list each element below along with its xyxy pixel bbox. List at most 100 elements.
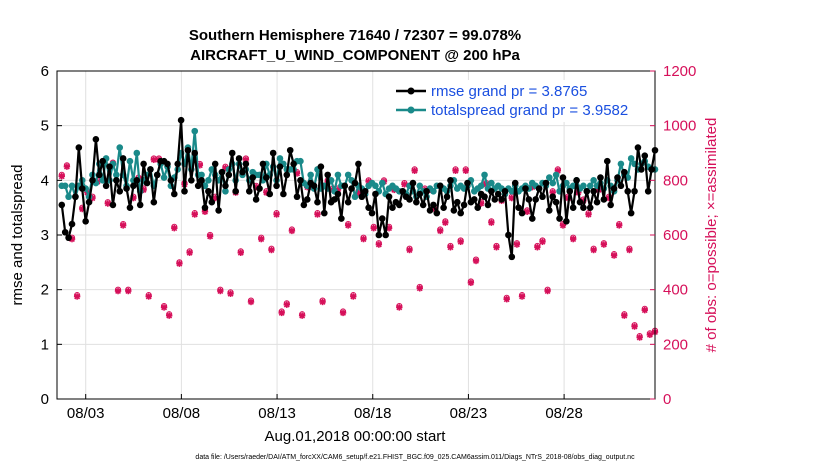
- rmse-point: [269, 149, 277, 157]
- y2-tick-label: 1200: [663, 63, 696, 80]
- x-tick-label: 08/13: [258, 405, 296, 422]
- obs-assimilated-point: [344, 222, 352, 229]
- totalspread-point: [334, 171, 342, 179]
- obs-assimilated-point: [513, 241, 521, 248]
- obs-assimilated-point: [544, 287, 551, 295]
- obs-assimilated-point: [462, 167, 469, 174]
- chart-title-line2: AIRCRAFT_U_WIND_COMPONENT @ 200 hPa: [190, 47, 520, 64]
- obs-assimilated-point: [114, 287, 122, 295]
- rmse-point: [498, 196, 505, 203]
- rmse-point: [239, 168, 246, 176]
- rmse-point: [621, 168, 628, 176]
- rmse-point: [542, 179, 550, 187]
- chart-title-line1: Southern Hemisphere 71640 / 72307 = 99.0…: [189, 27, 521, 44]
- totalspread-point: [160, 174, 168, 181]
- rmse-point: [508, 253, 516, 261]
- rmse-point: [300, 201, 308, 209]
- obs-assimilated-point: [283, 301, 290, 308]
- rmse-point: [95, 171, 103, 179]
- obs-assimilated-point: [600, 241, 608, 248]
- rmse-point: [590, 187, 597, 195]
- totalspread-point: [68, 182, 76, 190]
- legend-box: [390, 80, 646, 122]
- totalspread-point: [552, 171, 560, 179]
- rmse-point: [515, 204, 522, 211]
- rmse-point: [150, 198, 158, 206]
- totalspread-point: [586, 182, 594, 190]
- rmse-point: [474, 204, 482, 211]
- rmse-point: [368, 209, 376, 217]
- obs-assimilated-point: [258, 235, 265, 243]
- rmse-point: [494, 190, 502, 198]
- rmse-point: [528, 215, 536, 222]
- totalspread-point: [307, 171, 314, 179]
- obs-assimilated-point: [288, 227, 296, 235]
- obs-assimilated-point: [171, 224, 178, 232]
- rmse-point: [303, 196, 311, 203]
- rmse-point: [648, 166, 655, 173]
- rmse-point: [535, 185, 543, 192]
- y-axis-label: rmse and totalspread: [9, 165, 26, 306]
- obs-assimilated-point: [472, 257, 480, 265]
- rmse-point: [460, 201, 468, 209]
- obs-assimilated-point: [416, 285, 423, 292]
- rmse-point: [181, 187, 188, 195]
- totalspread-point: [563, 179, 570, 187]
- obs-assimilated-point: [626, 246, 633, 254]
- obs-assimilated-point: [641, 306, 648, 314]
- rmse-point: [273, 182, 280, 190]
- totalspread-point: [198, 171, 205, 179]
- rmse-point: [641, 152, 649, 160]
- rmse-point: [143, 179, 151, 187]
- y-tick-label: 6: [41, 63, 49, 80]
- totalspread-point: [372, 182, 379, 190]
- rmse-point: [286, 146, 294, 154]
- rmse-point: [123, 185, 130, 192]
- rmse-point: [65, 234, 72, 242]
- rmse-point: [488, 187, 495, 195]
- rmse-point: [426, 207, 434, 214]
- obs-assimilated-point: [534, 244, 541, 251]
- rmse-point: [344, 198, 352, 206]
- rmse-point: [198, 177, 205, 184]
- legend-spread-marker: [407, 106, 415, 114]
- obs-assimilated-point: [268, 246, 275, 254]
- rmse-point: [72, 193, 79, 201]
- rmse-point: [266, 190, 274, 198]
- totalspread-point: [477, 182, 485, 190]
- obs-assimilated-point: [467, 279, 475, 287]
- rmse-point: [249, 174, 257, 181]
- rmse-point: [430, 201, 437, 209]
- rmse-point: [365, 204, 372, 211]
- rmse-point: [106, 163, 113, 170]
- rmse-point: [378, 215, 386, 222]
- obs-assimilated-point: [145, 293, 152, 300]
- rmse-point: [436, 182, 444, 190]
- rmse-point: [399, 187, 407, 195]
- obs-assimilated-point: [217, 287, 224, 295]
- totalspread-point: [627, 155, 635, 162]
- rmse-point: [416, 190, 424, 198]
- rmse-point: [491, 196, 499, 203]
- rmse-point: [82, 218, 89, 225]
- rmse-point: [569, 204, 577, 211]
- totalspread-point: [549, 179, 557, 187]
- rmse-point: [440, 204, 447, 211]
- rmse-point: [297, 177, 304, 184]
- rmse-point: [501, 187, 509, 195]
- y2-tick-label: 800: [663, 172, 688, 189]
- rmse-point: [607, 201, 614, 209]
- y-tick-label: 2: [41, 282, 49, 299]
- y-tick-label: 5: [41, 118, 49, 135]
- rmse-point: [484, 201, 492, 209]
- rmse-point: [320, 209, 328, 217]
- rmse-point: [188, 177, 195, 184]
- rmse-point: [382, 231, 389, 239]
- obs-assimilated-point: [631, 323, 638, 330]
- obs-assimilated-point: [319, 298, 326, 306]
- obs-assimilated-point: [186, 249, 193, 256]
- obs-assimilated-point: [237, 249, 244, 256]
- data-file-footnote: data file: /Users/raeder/DAI/ATM_forcXX/…: [195, 454, 635, 461]
- rmse-point: [413, 198, 420, 206]
